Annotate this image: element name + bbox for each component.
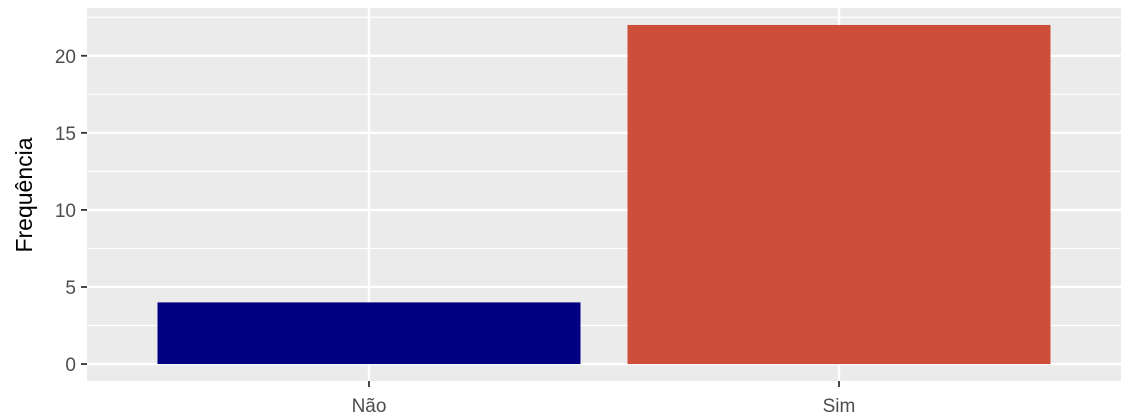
x-axis: Não Sim: [352, 381, 856, 417]
bars: [157, 24, 1051, 365]
y-axis: 0 5 10 15 20: [55, 47, 87, 376]
bar-Sim: [627, 24, 1051, 365]
y-axis-title: Frequência: [11, 137, 37, 252]
x-tick-label: Sim: [823, 396, 856, 417]
y-tick-label: 10: [55, 201, 76, 222]
y-tick-label: 0: [65, 355, 76, 376]
y-tick-label: 5: [65, 278, 76, 299]
bar-Não: [157, 302, 581, 365]
y-tick-label: 20: [55, 47, 76, 68]
x-tick-label: Não: [352, 396, 387, 417]
y-tick-label: 15: [55, 124, 76, 145]
